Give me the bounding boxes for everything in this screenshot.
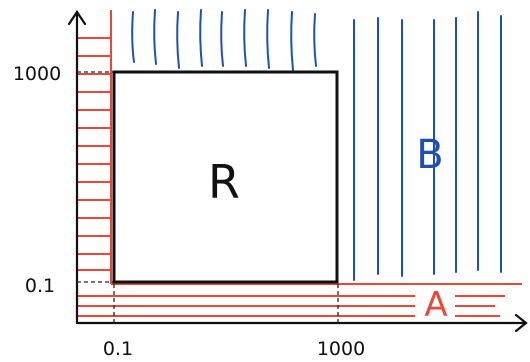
region-r-label: R [208, 155, 240, 209]
axes [67, 10, 528, 333]
region-a-hatching [78, 10, 522, 317]
dashed-guides [77, 71, 339, 323]
region-r-box [112, 70, 339, 284]
region-b-label: B [416, 132, 443, 178]
y-axis-arrowhead [67, 10, 87, 26]
region-b-hatching [131, 9, 502, 281]
region-a-label: A [424, 285, 447, 325]
y-tick-0-1: 0.1 [25, 275, 55, 297]
x-tick-0-1: 0.1 [103, 338, 133, 360]
x-tick-1000: 1000 [317, 338, 365, 360]
y-tick-1000: 1000 [13, 63, 61, 85]
x-axis-arrowhead [514, 313, 528, 333]
